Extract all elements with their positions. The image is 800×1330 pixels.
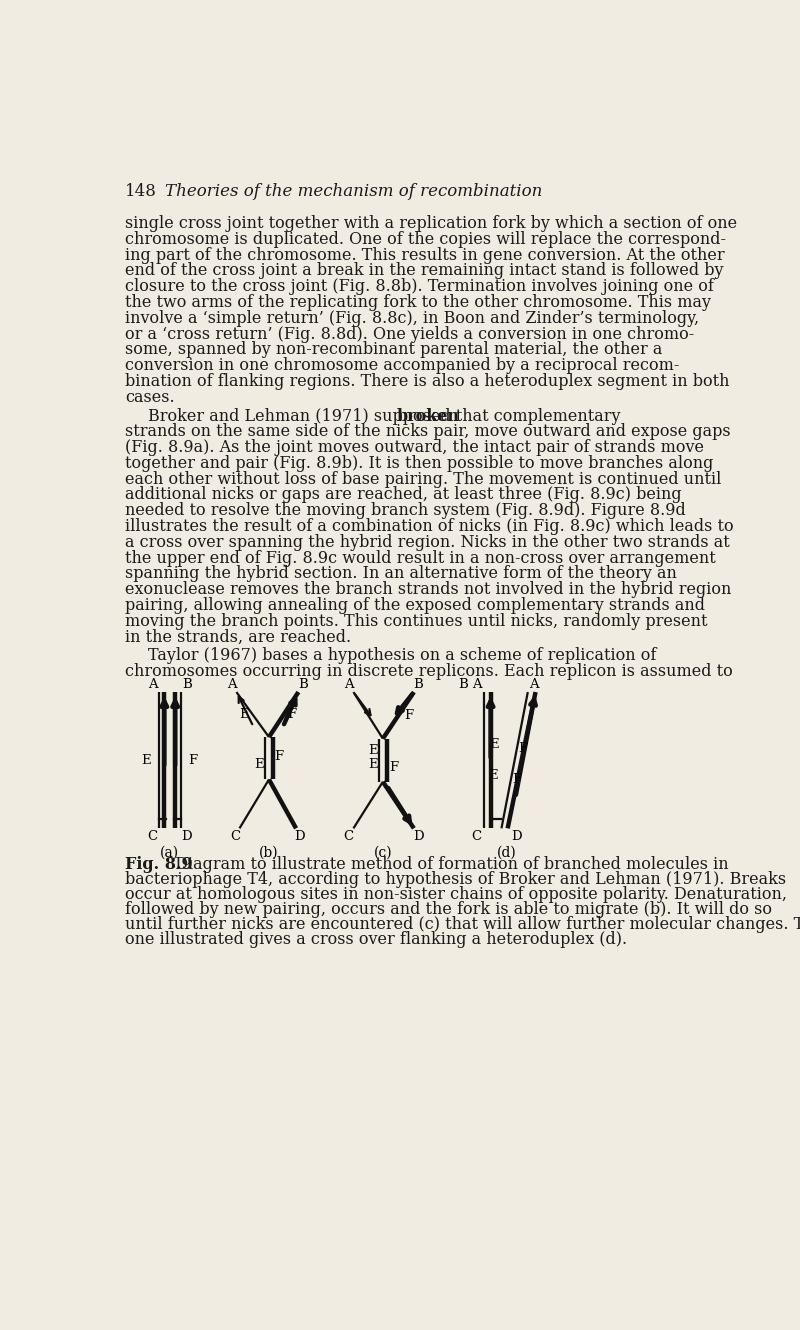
Text: the upper end of Fig. 8.9c would result in a non-cross over arrangement: the upper end of Fig. 8.9c would result … (125, 549, 715, 567)
Text: single cross joint together with a replication fork by which a section of one: single cross joint together with a repli… (125, 215, 737, 231)
Text: B: B (298, 677, 308, 690)
Text: moving the branch points. This continues until nicks, randomly present: moving the branch points. This continues… (125, 613, 707, 629)
Text: F: F (518, 742, 528, 755)
Text: Diagram to illustrate method of formation of branched molecules in: Diagram to illustrate method of formatio… (165, 857, 729, 872)
Text: E: E (490, 738, 499, 751)
Text: followed by new pairing, occurs and the fork is able to migrate (b). It will do : followed by new pairing, occurs and the … (125, 902, 772, 918)
Text: bination of flanking regions. There is also a heteroduplex segment in both: bination of flanking regions. There is a… (125, 372, 730, 390)
Text: some, spanned by non-recombinant parental material, the other a: some, spanned by non-recombinant parenta… (125, 342, 662, 358)
Text: D: D (182, 830, 192, 843)
Text: until further nicks are encountered (c) that will allow further molecular change: until further nicks are encountered (c) … (125, 916, 800, 934)
Text: 148: 148 (125, 182, 157, 200)
Text: C: C (230, 830, 240, 843)
Text: E: E (239, 708, 249, 721)
Text: end of the cross joint a break in the remaining intact stand is followed by: end of the cross joint a break in the re… (125, 262, 723, 279)
Text: conversion in one chromosome accompanied by a reciprocal recom-: conversion in one chromosome accompanied… (125, 356, 679, 374)
Text: occur at homologous sites in non-sister chains of opposite polarity. Denaturatio: occur at homologous sites in non-sister … (125, 886, 786, 903)
Text: F: F (287, 708, 297, 721)
Text: E': E' (368, 745, 382, 758)
Text: bacteriophage T4, according to hypothesis of Broker and Lehman (1971). Breaks: bacteriophage T4, according to hypothesi… (125, 871, 786, 888)
Text: Fig. 8.9: Fig. 8.9 (125, 857, 193, 872)
Text: illustrates the result of a combination of nicks (in Fig. 8.9c) which leads to: illustrates the result of a combination … (125, 517, 734, 535)
Text: together and pair (Fig. 8.9b). It is then possible to move branches along: together and pair (Fig. 8.9b). It is the… (125, 455, 713, 472)
Text: B: B (182, 677, 192, 690)
Text: Taylor (1967) bases a hypothesis on a scheme of replication of: Taylor (1967) bases a hypothesis on a sc… (148, 648, 657, 665)
Text: ing part of the chromosome. This results in gene conversion. At the other: ing part of the chromosome. This results… (125, 246, 725, 263)
Text: D: D (294, 830, 306, 843)
Text: exonuclease removes the branch strands not involved in the hybrid region: exonuclease removes the branch strands n… (125, 581, 731, 598)
Text: (d): (d) (497, 846, 517, 861)
Text: one illustrated gives a cross over flanking a heteroduplex (d).: one illustrated gives a cross over flank… (125, 931, 627, 948)
Text: A: A (472, 677, 482, 690)
Text: E: E (368, 758, 378, 770)
Text: (c): (c) (374, 846, 392, 861)
Text: (a): (a) (160, 846, 179, 861)
Text: A: A (344, 677, 354, 690)
Text: closure to the cross joint (Fig. 8.8b). Termination involves joining one of: closure to the cross joint (Fig. 8.8b). … (125, 278, 714, 295)
Text: involve a ‘simple return’ (Fig. 8.8c), in Boon and Zinder’s terminology,: involve a ‘simple return’ (Fig. 8.8c), i… (125, 310, 699, 327)
Text: the two arms of the replicating fork to the other chromosome. This may: the two arms of the replicating fork to … (125, 294, 710, 311)
Text: needed to resolve the moving branch system (Fig. 8.9d). Figure 8.9d: needed to resolve the moving branch syst… (125, 503, 686, 519)
Text: Theories of the mechanism of recombination: Theories of the mechanism of recombinati… (165, 182, 542, 200)
Text: B: B (414, 677, 423, 690)
Text: E: E (488, 769, 498, 782)
Text: spanning the hybrid section. In an alternative form of the theory an: spanning the hybrid section. In an alter… (125, 565, 677, 583)
Text: cases.: cases. (125, 388, 174, 406)
Text: or a ‘cross return’ (Fig. 8.8d). One yields a conversion in one chromo-: or a ‘cross return’ (Fig. 8.8d). One yie… (125, 326, 694, 343)
Text: F: F (405, 709, 414, 722)
Text: C: C (148, 830, 158, 843)
Text: D: D (414, 830, 424, 843)
Text: a cross over spanning the hybrid region. Nicks in the other two strands at: a cross over spanning the hybrid region.… (125, 533, 730, 551)
Text: (b): (b) (259, 846, 278, 861)
Text: additional nicks or gaps are reached, at least three (Fig. 8.9c) being: additional nicks or gaps are reached, at… (125, 487, 682, 504)
Text: B: B (458, 677, 467, 690)
Text: D: D (511, 830, 522, 843)
Text: A: A (530, 677, 539, 690)
Text: F: F (188, 754, 198, 766)
Text: E: E (142, 754, 151, 766)
Text: strands on the same side of the nicks pair, move outward and expose gaps: strands on the same side of the nicks pa… (125, 423, 730, 440)
Text: (Fig. 8.9a). As the joint moves outward, the intact pair of strands move: (Fig. 8.9a). As the joint moves outward,… (125, 439, 704, 456)
Text: F: F (512, 773, 522, 786)
Text: chromosomes occurring in discrete replicons. Each replicon is assumed to: chromosomes occurring in discrete replic… (125, 664, 733, 680)
Text: C: C (471, 830, 482, 843)
Text: pairing, allowing annealing of the exposed complementary strands and: pairing, allowing annealing of the expos… (125, 597, 705, 614)
Text: each other without loss of base pairing. The movement is continued until: each other without loss of base pairing.… (125, 471, 721, 488)
Text: Broker and Lehman (1971) supposed that complementary: Broker and Lehman (1971) supposed that c… (148, 407, 626, 424)
Text: F: F (274, 750, 283, 763)
Text: A: A (227, 677, 237, 690)
Text: F: F (389, 761, 398, 774)
Text: broken: broken (397, 407, 459, 424)
Text: A: A (148, 677, 158, 690)
Text: C: C (344, 830, 354, 843)
Text: E: E (254, 758, 263, 770)
Text: in the strands, are reached.: in the strands, are reached. (125, 629, 351, 645)
Text: chromosome is duplicated. One of the copies will replace the correspond-: chromosome is duplicated. One of the cop… (125, 231, 726, 247)
